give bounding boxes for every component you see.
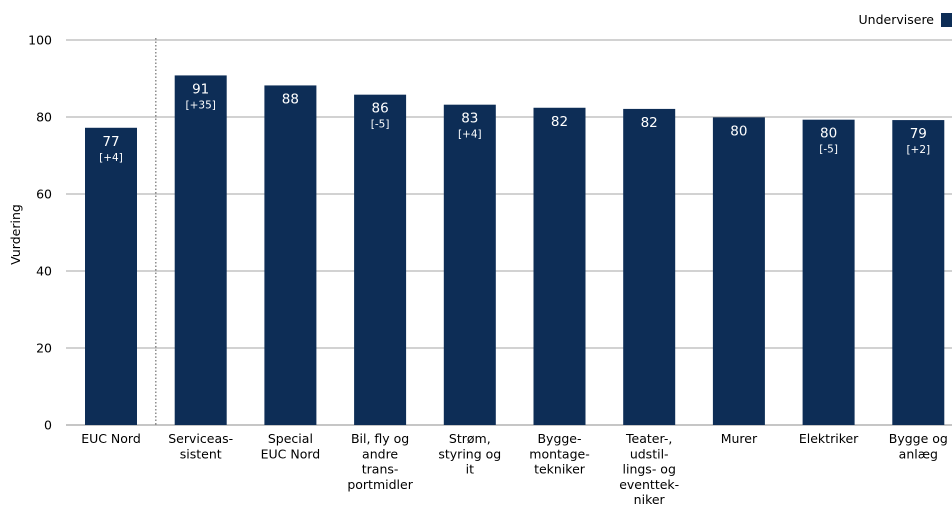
category-label: Serviceas-sistent: [168, 431, 233, 461]
bar: [802, 119, 855, 425]
bar: [85, 127, 137, 425]
bar: [623, 108, 676, 425]
bar-delta-label: [-5]: [371, 119, 390, 131]
bar: [443, 104, 496, 426]
category-label: Bygge og anlæg: [889, 431, 948, 461]
category-label: EUC Nord: [81, 431, 141, 446]
category-label: Special EUC Nord: [261, 431, 321, 461]
bar-delta-label: [+2]: [906, 144, 930, 156]
y-tick-label: 100: [28, 33, 52, 48]
bar: [264, 85, 317, 426]
bar-delta-label: [+4]: [99, 152, 123, 164]
bar-value-label: 80: [820, 126, 837, 142]
bar-value-label: 79: [910, 126, 927, 142]
bar-value-label: 83: [461, 111, 478, 127]
category-label: Bygge-montage-tekniker: [529, 431, 589, 477]
bar: [712, 117, 765, 425]
bar-delta-label: [-5]: [819, 144, 838, 156]
bar-value-label: 91: [192, 81, 209, 97]
bar: [354, 94, 407, 426]
bar: [174, 75, 227, 426]
bar-delta-label: [+35]: [186, 99, 216, 111]
y-tick-label: 40: [36, 264, 52, 279]
category-label: Strøm, styring og it: [438, 431, 501, 477]
bar-delta-label: [+4]: [458, 129, 482, 141]
legend-label: Undervisere: [859, 12, 935, 27]
bar-value-label: 82: [551, 114, 568, 130]
bar: [892, 120, 945, 425]
bar-value-label: 80: [730, 123, 747, 139]
y-tick-label: 80: [36, 110, 52, 125]
category-label: Elektriker: [799, 431, 859, 446]
bar-value-label: 86: [372, 101, 389, 117]
bar: [533, 107, 586, 425]
y-axis-title: Vurdering: [8, 204, 23, 265]
category-label: Teater-, udstil-lings- og eventtek-niker: [619, 431, 679, 507]
bar-value-label: 82: [641, 115, 658, 131]
category-label: Murer: [721, 431, 758, 446]
category-label: Bil, fly og andre trans-portmidler: [347, 431, 413, 492]
y-tick-label: 60: [36, 187, 52, 202]
y-tick-label: 0: [44, 418, 52, 433]
bar-value-label: 88: [282, 91, 299, 107]
bar-value-label: 77: [102, 134, 119, 150]
legend-swatch: [941, 13, 952, 27]
y-tick-label: 20: [36, 341, 52, 356]
